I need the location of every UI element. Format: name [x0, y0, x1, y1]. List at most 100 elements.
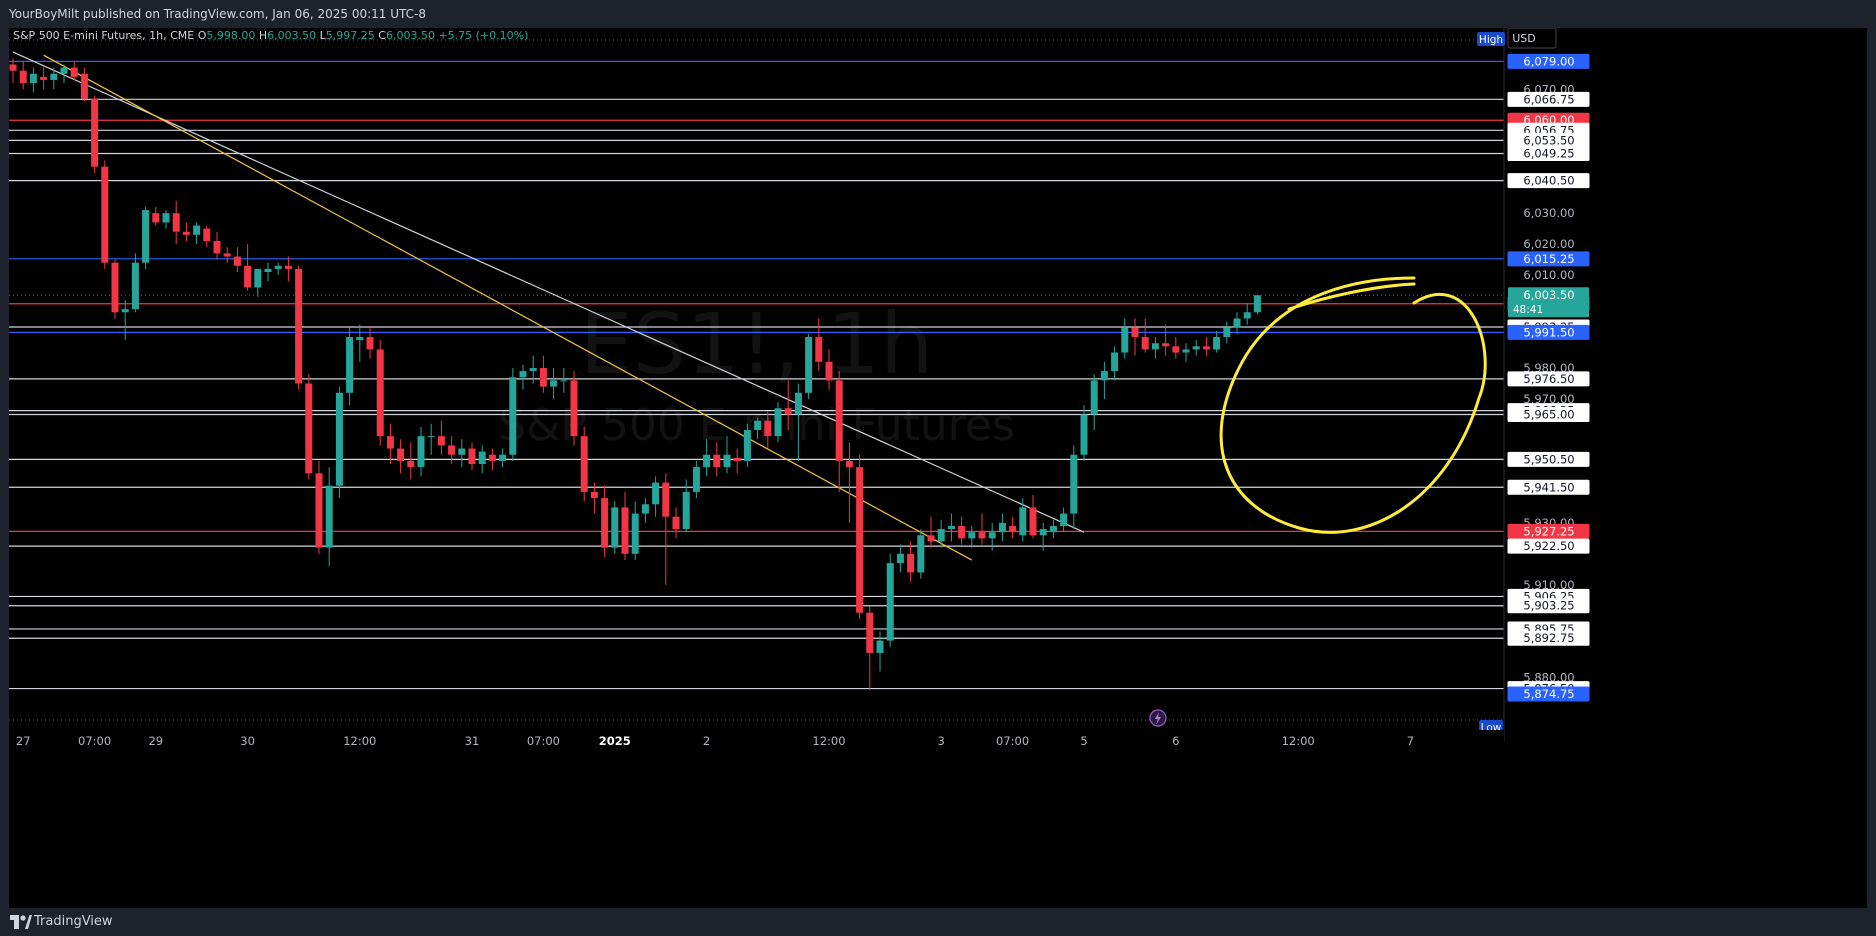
level-price-tag-label: 5,903.25: [1523, 599, 1574, 613]
candle-body: [488, 454, 496, 461]
candle-body: [682, 491, 690, 530]
candle-body: [274, 265, 282, 269]
currency-button: [1507, 27, 1557, 49]
x-tick-label: 31: [465, 734, 480, 748]
candle-body: [723, 454, 731, 468]
white-trendline: [12, 51, 1085, 533]
candle-body: [835, 380, 843, 461]
candle-body: [193, 225, 201, 235]
candle-body: [131, 262, 139, 310]
x-tick-label: 07:00: [527, 734, 560, 748]
x-tick-label: 29: [148, 734, 163, 748]
level-price-tag-label: 6,053.50: [1523, 133, 1574, 147]
candle-body: [1121, 327, 1129, 353]
level-price-tag: [1507, 91, 1590, 107]
symbol-legend-part: C: [378, 29, 386, 42]
candle-body: [376, 349, 384, 437]
candle-body: [172, 213, 180, 232]
annotation-stroke: [1287, 282, 1416, 311]
candle-body: [692, 467, 700, 492]
symbol-legend-part: 5,998.00: [206, 29, 258, 42]
level-price-tag-label: 5,892.75: [1523, 631, 1574, 645]
lightning-glyph: [1155, 712, 1161, 725]
candle-body: [50, 73, 58, 80]
symbol-legend-part: L: [320, 29, 327, 42]
chart-area[interactable]: ES1!, 1h S&P 500 E-mini Futures 6,070.00 6,…: [9, 27, 1867, 908]
candle-body: [427, 436, 435, 438]
candle-body: [366, 337, 374, 350]
candle-body: [845, 460, 853, 468]
candle-body: [794, 392, 802, 415]
level-price-tag-label: 6,066.75: [1523, 92, 1574, 106]
candle-body: [703, 454, 711, 468]
candle-body: [29, 73, 37, 84]
level-price-tag-label: 6,040.50: [1523, 174, 1574, 188]
x-tick-label: 07:00: [996, 734, 1029, 748]
candle-body: [1131, 327, 1139, 338]
candle-body: [784, 408, 792, 415]
candle-body: [856, 467, 864, 613]
level-price-tag: [1507, 523, 1590, 539]
symbol-legend-part: 6,003.50: [386, 29, 438, 42]
candle-body: [774, 408, 782, 437]
candle-body: [70, 67, 78, 77]
level-price-tag: [1507, 538, 1590, 554]
x-tick-label: 12:00: [812, 734, 845, 748]
candle-body: [254, 268, 262, 288]
level-price-tag: [1507, 251, 1590, 267]
level-price-tag-label: 5,927.25: [1523, 524, 1574, 538]
symbol-legend[interactable]: S&P 500 E-mini Futures, 1h, CME O5,998.0…: [13, 29, 528, 42]
candle-body: [662, 482, 670, 517]
candle-body: [896, 553, 904, 564]
candle-body: [917, 535, 925, 573]
level-price-tag-label: 5,991.50: [1523, 325, 1574, 339]
x-tick-label: 12:00: [343, 734, 376, 748]
candle-body: [60, 67, 68, 74]
candle-body: [335, 392, 343, 486]
symbol-legend-part: S&P 500 E-mini Futures, 1h, CME: [13, 29, 198, 42]
high-button: [1477, 32, 1505, 46]
candle-body: [1111, 352, 1119, 372]
x-tick-label: 7: [1407, 734, 1414, 748]
candle-body: [1182, 349, 1190, 353]
candle-body: [1029, 507, 1037, 536]
candle-body: [815, 337, 823, 362]
candle-body: [80, 73, 88, 99]
watermark-symbol: ES1!, 1h: [580, 295, 934, 393]
candle-body: [509, 377, 517, 455]
candle-body: [611, 507, 619, 548]
candle-body: [601, 498, 609, 548]
candle-body: [203, 228, 211, 242]
current-price-tag: [1508, 287, 1589, 318]
level-price-tag: [1507, 630, 1590, 646]
x-tick-label: 5: [1080, 734, 1087, 748]
level-price-tag: [1507, 371, 1590, 387]
publisher-text: YourBoyMilt published on TradingView.com…: [9, 7, 426, 21]
candle-body: [968, 532, 976, 539]
symbol-legend-part: 5,997.25: [326, 29, 378, 42]
candle-body: [876, 640, 884, 653]
candle-body: [162, 213, 170, 223]
candle-body: [40, 76, 48, 80]
candle-body: [539, 368, 547, 387]
level-price-tag-label: 5,874.75: [1523, 687, 1574, 701]
candle-body: [1243, 312, 1251, 319]
candle-body: [315, 473, 323, 548]
candle-body: [621, 507, 629, 554]
candle-body: [1060, 513, 1068, 526]
candle-body: [417, 436, 425, 468]
time-axis-panel: [9, 730, 1504, 754]
candle-body: [499, 454, 507, 461]
candle-body: [458, 448, 466, 455]
candle-body: [580, 436, 588, 492]
high-button-label: High: [1479, 34, 1503, 46]
level-price-tag: [1507, 598, 1590, 614]
candle-body: [478, 451, 486, 465]
candle-body: [325, 485, 333, 548]
candle-body: [825, 361, 833, 381]
level-price-tag: [1507, 451, 1590, 467]
candle-body: [1070, 454, 1078, 514]
x-tick-label: 6: [1172, 734, 1179, 748]
level-price-tag: [1507, 479, 1590, 495]
price-chart[interactable]: ES1!, 1hS&P 500 E-mini Futures6,070.006,…: [9, 27, 1867, 908]
